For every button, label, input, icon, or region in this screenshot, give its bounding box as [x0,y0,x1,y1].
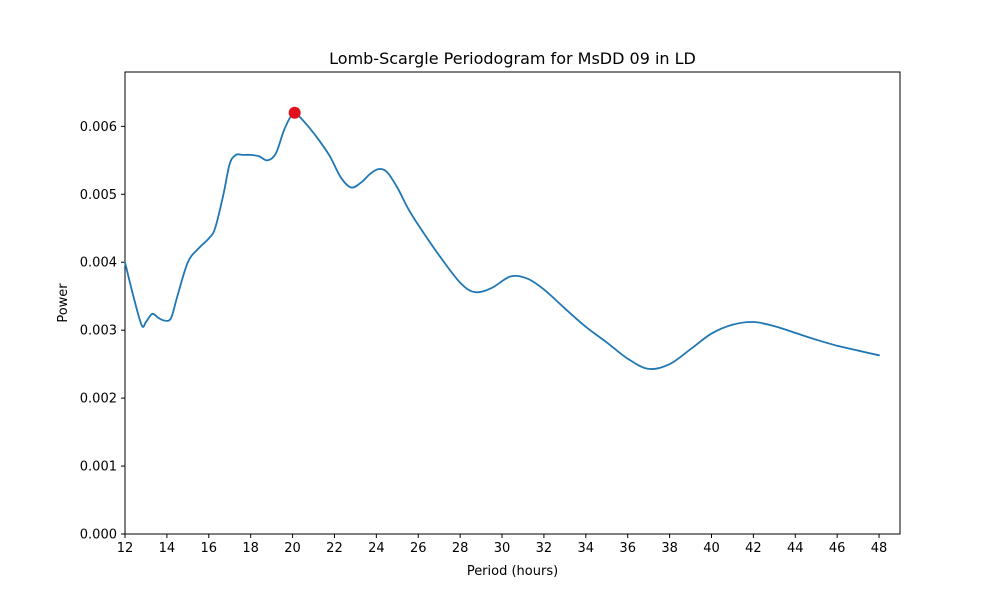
x-tick-label: 16 [201,541,218,556]
x-tick-label: 12 [117,541,134,556]
peak-marker [288,106,301,119]
x-tick-label: 36 [619,541,636,556]
y-axis: 0.000 0.001 0.002 0.003 0.004 0.005 0.006 [80,120,125,543]
x-axis: 12 14 16 18 20 22 24 26 28 30 32 34 36 38 40 42 44 46 48 [117,534,888,556]
x-tick-label: 32 [536,541,553,556]
y-tick-label: 0.005 [80,188,117,203]
x-tick-label: 22 [326,541,343,556]
y-tick-label: 0.004 [80,256,117,271]
x-tick-label: 30 [494,541,511,556]
y-axis-label: Power [56,283,71,323]
y-tick-label: 0.006 [80,120,117,135]
x-tick-label: 20 [284,541,301,556]
plot-frame [124,71,901,535]
x-tick-label: 18 [242,541,259,556]
x-tick-label: 40 [703,541,720,556]
y-tick-label: 0.001 [80,460,117,475]
x-tick-label: 28 [452,541,469,556]
x-tick-label: 46 [829,541,846,556]
power-series-line [124,112,880,370]
x-tick-label: 48 [871,541,888,556]
x-tick-label: 38 [661,541,678,556]
x-tick-label: 42 [745,541,762,556]
y-tick-label: 0.000 [80,528,117,543]
x-tick-label: 24 [368,541,385,556]
x-axis-label: Period (hours) [467,564,558,579]
x-tick-label: 26 [410,541,427,556]
x-tick-label: 14 [159,541,176,556]
y-tick-label: 0.002 [80,392,117,407]
x-tick-label: 44 [787,541,804,556]
x-tick-label: 34 [578,541,595,556]
chart-title: Lomb-Scargle Periodogram for MsDD 09 in … [329,49,696,68]
y-tick-label: 0.003 [80,324,117,339]
